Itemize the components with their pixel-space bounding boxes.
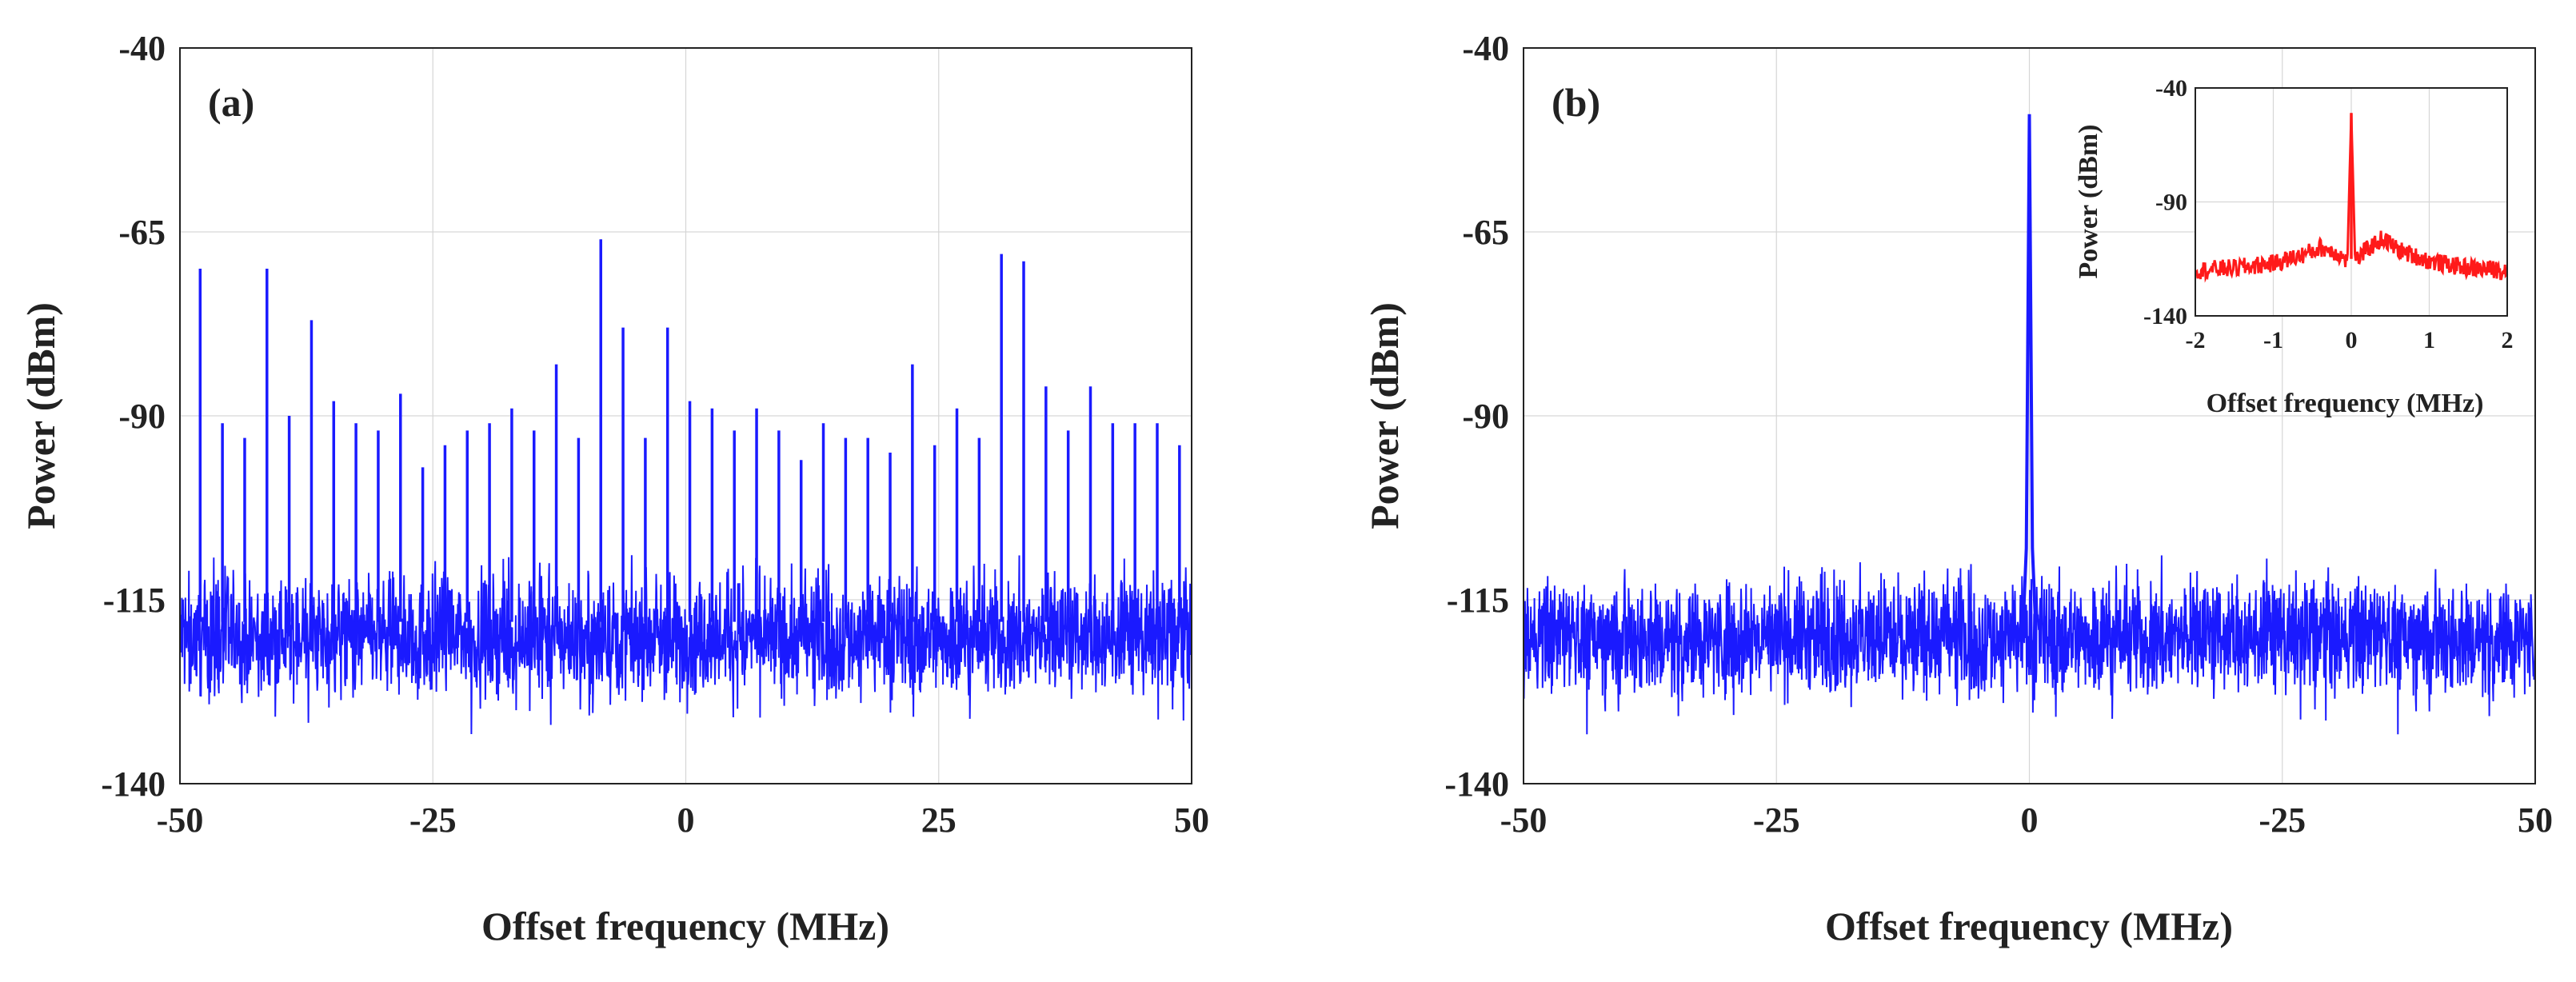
i-ytick-label: -40 xyxy=(2155,75,2187,102)
panel-a-label: (a) xyxy=(208,80,254,125)
a-ytick-label: -65 xyxy=(118,213,166,252)
inset-frame xyxy=(2195,87,2508,317)
i-ytick-label: -90 xyxy=(2155,190,2187,216)
panel-a-frame xyxy=(179,47,1192,784)
inset-xticks: -2 -1 0 1 2 xyxy=(2186,327,2514,353)
panel-a-yticks: -40 -65 -90 -115 -140 xyxy=(101,29,166,804)
b-ytick-label: -65 xyxy=(1462,213,1509,252)
b-xtick-label: -50 xyxy=(1500,800,1548,840)
panel-a-series xyxy=(198,239,1181,622)
panel-a-xlabel: Offset frequency (MHz) xyxy=(481,904,889,948)
panel-b-inset: -40 -90 -140 -2 -1 0 1 2 Offset frequency (MHz… xyxy=(2074,75,2514,418)
i-xtick-label: 1 xyxy=(2423,327,2435,353)
b-ytick-label: -140 xyxy=(1444,764,1509,804)
panel-a-noise xyxy=(179,555,1192,735)
i-xtick-label: 0 xyxy=(2346,327,2358,353)
a-ytick-label: -40 xyxy=(118,29,166,68)
b-xtick-label: 0 xyxy=(2021,800,2039,840)
b-ytick-label: -40 xyxy=(1462,29,1509,68)
b-ytick-label: -90 xyxy=(1462,397,1509,436)
a-ytick-label: -115 xyxy=(103,581,166,620)
a-xtick-label: 0 xyxy=(677,800,695,840)
panel-b-xlabel: Offset frequency (MHz) xyxy=(1825,904,2233,948)
inset-ylabel: Power (dBm) xyxy=(2074,125,2103,279)
b-xtick-label: 50 xyxy=(2518,800,2553,840)
panel-a: -40 -65 -90 -115 -140 -50 -25 0 25 50 (a) Offset… xyxy=(18,29,1209,948)
inset-yticks: -40 -90 -140 xyxy=(2143,75,2187,329)
a-ytick-label: -90 xyxy=(118,397,166,436)
a-xtick-label: 25 xyxy=(921,800,957,840)
i-xtick-label: 2 xyxy=(2502,327,2514,353)
panel-b-frame xyxy=(1523,47,2536,784)
panel-a-ylabel: Power (dBm) xyxy=(18,302,63,529)
inset-xlabel: Offset frequency (MHz) xyxy=(2207,389,2484,418)
a-noise-trace xyxy=(179,555,1192,735)
beat-note-peak xyxy=(2021,114,2038,622)
a-xtick-label: 50 xyxy=(1174,800,1209,840)
panel-b-yticks: -40 -65 -90 -115 -140 xyxy=(1444,29,1509,804)
a-ytick-label: -140 xyxy=(101,764,166,804)
inset-series xyxy=(2195,113,2509,283)
panel-b-noise xyxy=(1523,555,2536,735)
i-xtick-label: -2 xyxy=(2186,327,2206,353)
panel-b-series xyxy=(2021,114,2038,622)
i-ytick-label: -140 xyxy=(2143,303,2187,329)
panel-b-xticks: -50 -25 0 -25 50 xyxy=(1500,800,2553,840)
inset-trace xyxy=(2195,113,2509,283)
panel-a-xticks: -50 -25 0 25 50 xyxy=(157,800,1209,840)
a-xtick-label: -25 xyxy=(409,800,457,840)
a-xtick-label: -50 xyxy=(157,800,204,840)
i-xtick-label: -1 xyxy=(2263,327,2283,353)
b-ytick-label: -115 xyxy=(1447,581,1509,620)
panel-b: -40 -65 -90 -115 -140 -50 -25 0 -25 50 (b) Offse… xyxy=(1362,29,2553,948)
b-xtick-label: -25 xyxy=(1753,800,1800,840)
panel-b-ylabel: Power (dBm) xyxy=(1362,302,1407,529)
panel-b-label: (b) xyxy=(1552,80,1600,125)
b-noise-trace xyxy=(1523,555,2536,735)
b-xtick-label: -25 xyxy=(2258,800,2306,840)
